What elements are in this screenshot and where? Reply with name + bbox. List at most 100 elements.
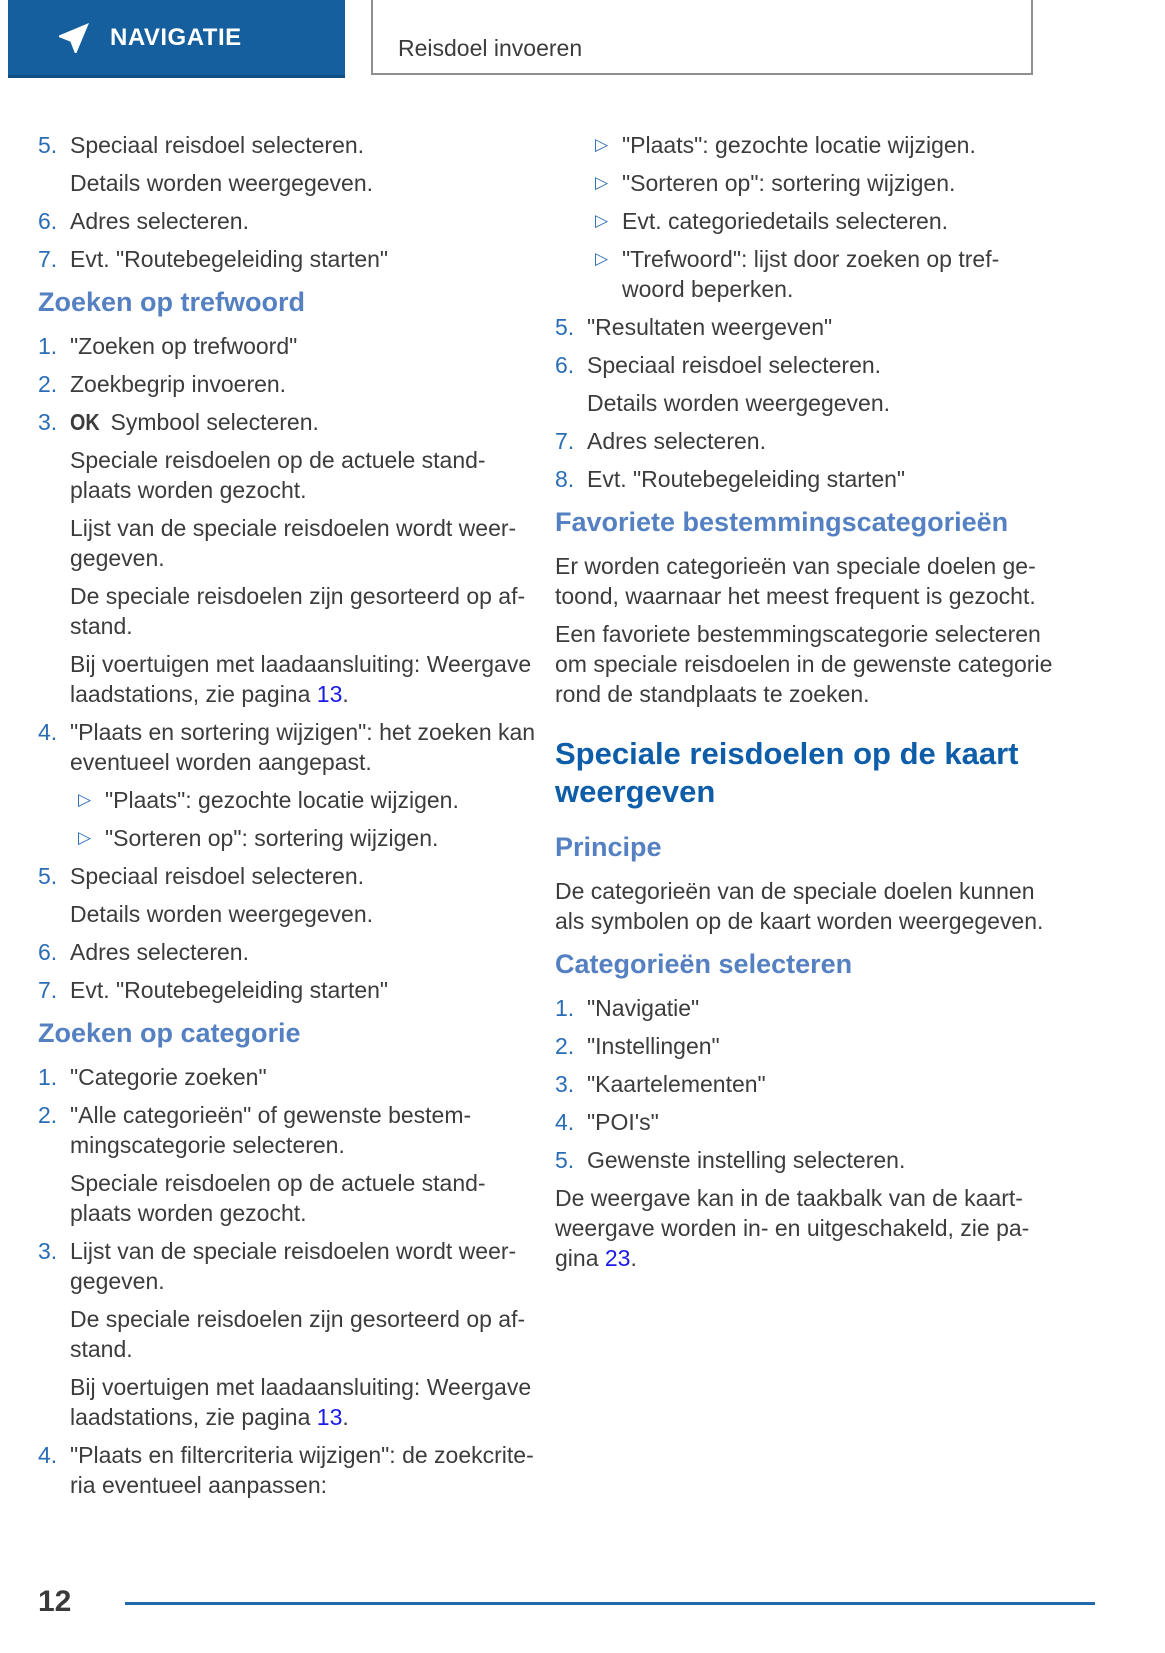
item-text: Bij voertuigen met laadaansluiting: Weer… — [70, 649, 531, 709]
item-number: 7. — [38, 977, 58, 1003]
item-text: "Plaats en sortering wijzigen": het zoek… — [70, 717, 535, 777]
list-item-note: De speciale reisdoelen zijn gesorteerd o… — [38, 1304, 532, 1364]
left-column: 5. Speciaal reisdoel selecteren. Details w… — [38, 130, 535, 1508]
right-column: ▷ "Plaats": gezochte locatie wijzigen. ▷ "S… — [555, 130, 1053, 1508]
text-run: Details worden weergegeven. — [70, 170, 374, 196]
triangle-bullet-icon: ▷ — [78, 790, 92, 809]
item-number: 6. — [38, 208, 58, 234]
text-run: Lijst van de speciale reisdoelen wordt w… — [70, 515, 517, 571]
list-item-note: Speciale reisdoelen op de actuele stand-… — [38, 445, 532, 505]
triangle-bullet-icon: ▷ — [595, 249, 609, 268]
item-text: Evt. "Routebegeleiding starten" — [587, 464, 905, 494]
item-text: Gewenste instelling selecteren. — [587, 1145, 905, 1175]
numbered-list-item: 7. Adres selecteren. — [555, 426, 1049, 456]
navigation-arrow-icon — [54, 18, 94, 58]
item-text: "Kaartelementen" — [587, 1069, 766, 1099]
list-item-note: Speciale reisdoelen op de actuele stand-… — [38, 1168, 532, 1228]
subsection-heading: Categorieën selecteren — [555, 949, 853, 979]
text-run: Bij voertuigen met laadaansluiting: Weer… — [70, 651, 532, 707]
item-text: Lijst van de speciale reisdoelen wordt w… — [70, 1236, 516, 1296]
item-text: Adres selecteren. — [587, 426, 766, 456]
item-text: Speciaal reisdoel selecteren. — [70, 130, 364, 160]
list-item-note: De speciale reisdoelen zijn gesorteerd o… — [38, 581, 532, 641]
page-link[interactable]: 23 — [604, 1245, 631, 1271]
numbered-list-item: 5. Speciaal reisdoel selecteren. — [38, 130, 532, 160]
triangle-list-item: ▷ "Plaats": gezochte locatie wijzigen. — [38, 785, 532, 815]
ok-symbol: OK — [70, 409, 100, 435]
numbered-list-item: 1. "Zoeken op trefwoord" — [38, 331, 532, 361]
numbered-list-item: 4. "Plaats en filtercriteria wijzigen": d… — [38, 1440, 534, 1500]
text-run: Lijst van de speciale reisdoelen wordt w… — [70, 1238, 517, 1294]
item-number: 1. — [38, 333, 58, 359]
item-number: 4. — [38, 1442, 58, 1468]
item-text: Evt. "Routebegeleiding starten" — [70, 244, 388, 274]
numbered-list-item: 7. Evt. "Routebegeleiding starten" — [38, 975, 532, 1005]
item-number: 3. — [38, 409, 58, 435]
item-text: Details worden weergegeven. — [70, 899, 373, 929]
text-run: . — [630, 1245, 637, 1271]
triangle-list-item: ▷ "Sorteren op": sortering wijzigen. — [38, 823, 532, 853]
triangle-list-item: ▷ Evt. categoriedetails selecteren. — [555, 206, 1049, 236]
numbered-list-item: 6. Adres selecteren. — [38, 206, 532, 236]
item-number: 5. — [38, 132, 58, 158]
chapter-title: Reisdoel invoeren — [398, 35, 583, 61]
text-run: Speciaal reisdoel selecteren. — [70, 863, 365, 889]
text-run: Er worden categorieën van speciale doele… — [555, 553, 1036, 609]
section-heading: Speciale reisdoelen op de kaart weergeve… — [555, 736, 1019, 809]
text-run: "POI's" — [587, 1109, 659, 1135]
text-run: Details worden weergegeven. — [587, 390, 891, 416]
item-text: "Alle categorieën" of gewenste bestem- m… — [70, 1100, 471, 1160]
subsection-heading: Principe — [555, 832, 662, 862]
numbered-list-item: 6. Adres selecteren. — [38, 937, 532, 967]
text-run: Adres selecteren. — [587, 428, 766, 454]
text-run: Een favoriete bestemmingscategorie selec… — [555, 621, 1053, 707]
text-run: "Instellingen" — [587, 1033, 720, 1059]
item-number: 5. — [555, 314, 575, 340]
page-link[interactable]: 13 — [316, 681, 343, 707]
item-number: 2. — [38, 1102, 58, 1128]
triangle-list-item: ▷ "Plaats": gezochte locatie wijzigen. — [555, 130, 1049, 160]
list-item-note: Bij voertuigen met laadaansluiting: Weer… — [38, 649, 532, 709]
text-run: "Sorteren op": sortering wijzigen. — [105, 825, 439, 851]
item-text: Speciale reisdoelen op de actuele stand-… — [70, 1168, 486, 1228]
text-run: Speciaal reisdoel selecteren. — [70, 132, 365, 158]
text-run: Speciale reisdoelen op de actuele stand-… — [70, 447, 486, 503]
item-text: Evt. "Routebegeleiding starten" — [70, 975, 388, 1005]
subsection-heading: Zoeken op categorie — [38, 1018, 301, 1048]
item-text: De speciale reisdoelen zijn gesorteerd o… — [70, 1304, 525, 1364]
item-text: OK Symbool selecteren. — [70, 407, 319, 437]
item-text: Bij voertuigen met laadaansluiting: Weer… — [70, 1372, 531, 1432]
list-item-note: Details worden weergegeven. — [38, 168, 532, 198]
text-run: "Sorteren op": sortering wijzigen. — [622, 170, 956, 196]
item-text: "POI's" — [587, 1107, 659, 1137]
item-text: Details worden weergegeven. — [587, 388, 890, 418]
text-run: Details worden weergegeven. — [70, 901, 374, 927]
text-run: "Plaats en filtercriteria wijzigen": de … — [70, 1442, 534, 1498]
item-text: "Categorie zoeken" — [70, 1062, 267, 1092]
item-number: 8. — [555, 466, 575, 492]
text-run: De weergave kan in de taakbalk van de ka… — [555, 1185, 1030, 1271]
text-run: "Categorie zoeken" — [70, 1064, 267, 1090]
page-link[interactable]: 13 — [316, 1404, 343, 1430]
text-run: "Plaats en sortering wijzigen": het zoek… — [70, 719, 536, 775]
list-item-note: Lijst van de speciale reisdoelen wordt w… — [38, 513, 532, 573]
item-text: Zoekbegrip invoeren. — [70, 369, 286, 399]
text-run: "Trefwoord": lijst door zoeken op tref- … — [622, 246, 1000, 302]
item-number: 3. — [38, 1238, 58, 1264]
item-text: Speciaal reisdoel selecteren. — [70, 861, 364, 891]
numbered-list-item: 1. "Navigatie" — [555, 993, 1049, 1023]
text-run: "Resultaten weergeven" — [587, 314, 833, 340]
numbered-list-item: 7. Evt. "Routebegeleiding starten" — [38, 244, 532, 274]
numbered-list-item: 2. "Alle categorieën" of gewenste bestem-… — [38, 1100, 532, 1160]
item-text: "Plaats": gezochte locatie wijzigen. — [105, 785, 459, 815]
numbered-list-item: 4. "Plaats en sortering wijzigen": het zo… — [38, 717, 535, 777]
text-run: "Kaartelementen" — [587, 1071, 766, 1097]
numbered-list-item: 5. Speciaal reisdoel selecteren. — [38, 861, 532, 891]
subsection-heading: Favoriete bestemmingscategorieën — [555, 507, 1009, 537]
text-run: Adres selecteren. — [70, 208, 249, 234]
paragraph: Er worden categorieën van speciale doele… — [555, 551, 1049, 611]
item-text: "Plaats en filtercriteria wijzigen": de … — [70, 1440, 534, 1500]
text-run: Zoekbegrip invoeren. — [70, 371, 287, 397]
text-run: "Alle categorieën" of gewenste bestem- m… — [70, 1102, 472, 1158]
item-text: Adres selecteren. — [70, 206, 249, 236]
